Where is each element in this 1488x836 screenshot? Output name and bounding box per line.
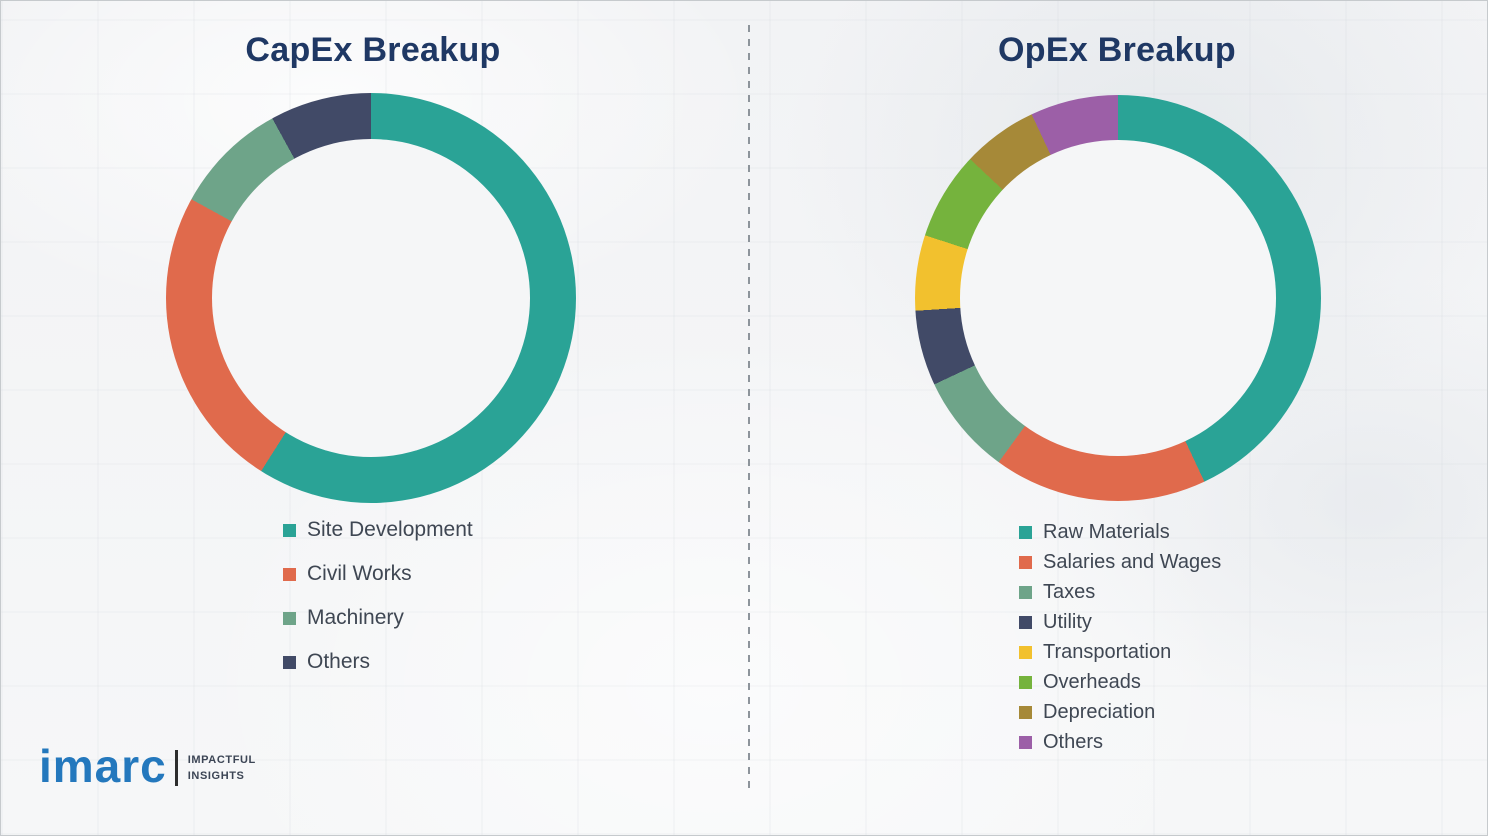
- legend-item-raw-materials: Raw Materials: [1019, 517, 1221, 547]
- center-dashed-divider: [748, 25, 750, 791]
- legend-item-site-development: Site Development: [283, 508, 473, 552]
- legend-item-overheads: Overheads: [1019, 667, 1221, 697]
- legend-swatch: [283, 523, 296, 537]
- legend-swatch: [1019, 585, 1032, 599]
- legend-label: Raw Materials: [1043, 520, 1170, 543]
- legend-item-salaries-and-wages: Salaries and Wages: [1019, 547, 1221, 577]
- imarc-tagline-line2: INSIGHTS: [187, 770, 245, 782]
- legend-label: Others: [307, 650, 371, 673]
- capex-legend: Site Development Civil Works Machinery Othe…: [283, 508, 473, 684]
- opex-legend: Raw Materials Salaries and Wages Taxes Util…: [1019, 517, 1221, 757]
- legend-item-taxes: Taxes: [1019, 577, 1221, 607]
- legend-swatch: [283, 611, 296, 625]
- logo-divider-bar: [174, 750, 178, 786]
- legend-swatch: [283, 567, 296, 581]
- legend-swatch: [1019, 615, 1032, 629]
- legend-item-others: Others: [1019, 727, 1221, 757]
- legend-item-others: Others: [283, 640, 473, 684]
- legend-swatch: [1019, 675, 1032, 689]
- capex-chart-title: CapEx Breakup: [245, 31, 501, 69]
- legend-label: Overheads: [1043, 670, 1141, 693]
- legend-label: Taxes: [1043, 580, 1096, 603]
- legend-swatch: [1019, 705, 1032, 719]
- opex-donut-hole: [960, 140, 1276, 456]
- legend-swatch: [1019, 555, 1032, 569]
- legend-item-utility: Utility: [1019, 607, 1221, 637]
- legend-label: Transportation: [1043, 640, 1172, 663]
- legend-label: Others: [1043, 730, 1104, 753]
- opex-donut-chart: [915, 95, 1321, 501]
- legend-label: Salaries and Wages: [1043, 550, 1222, 573]
- legend-label: Depreciation: [1043, 700, 1156, 723]
- legend-swatch: [1019, 735, 1032, 749]
- capex-donut-chart: [166, 93, 576, 503]
- imarc-tagline-line1: IMPACTFUL: [187, 753, 256, 766]
- legend-swatch: [1019, 525, 1032, 539]
- legend-swatch: [1019, 645, 1032, 659]
- capex-donut-hole: [211, 138, 531, 458]
- legend-item-machinery: Machinery: [283, 596, 473, 640]
- opex-chart-title: OpEx Breakup: [998, 31, 1236, 69]
- legend-label: Utility: [1043, 610, 1092, 633]
- legend-label: Civil Works: [307, 562, 412, 585]
- imarc-logo: imarc IMPACTFUL INSIGHTS: [39, 743, 256, 789]
- legend-label: Machinery: [307, 606, 404, 629]
- legend-item-civil-works: Civil Works: [283, 552, 473, 596]
- legend-label: Site Development: [307, 518, 473, 541]
- legend-item-transportation: Transportation: [1019, 637, 1221, 667]
- legend-item-depreciation: Depreciation: [1019, 697, 1221, 727]
- imarc-tagline: IMPACTFUL INSIGHTS: [188, 752, 256, 785]
- legend-swatch: [283, 655, 296, 669]
- imarc-brand-text: imarc: [39, 740, 167, 792]
